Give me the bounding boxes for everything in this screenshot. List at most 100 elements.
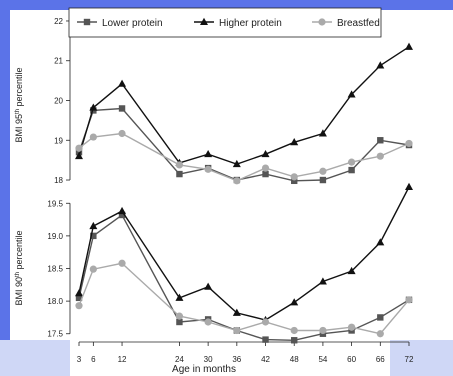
data-point-higher-protein <box>347 266 356 275</box>
data-point-breastfed <box>89 133 97 141</box>
data-point-higher-protein <box>89 103 98 111</box>
x-axis-label: Age in months <box>172 364 236 375</box>
data-point-higher-protein <box>75 289 83 297</box>
y-tick-label: 20 <box>54 97 63 106</box>
y-tick-label: 19.0 <box>47 232 63 241</box>
data-point-breastfed <box>118 129 126 138</box>
series-line-higher-protein <box>78 186 410 321</box>
bg-label-strip <box>70 340 390 376</box>
data-point-higher-protein <box>118 206 127 215</box>
data-point-higher-protein <box>232 159 241 168</box>
chart-legend: Lower protein Higher protein Breastfed <box>68 7 382 38</box>
data-point-lower-protein <box>348 166 355 174</box>
y-tick-label: 22 <box>54 17 63 26</box>
legend-marker-higher-protein <box>200 17 208 25</box>
data-point-higher-protein <box>376 61 385 69</box>
data-point-higher-protein <box>318 129 327 137</box>
x-tick-label: 60 <box>347 355 356 364</box>
data-point-breastfed <box>89 265 97 273</box>
y-tick-label: 19.5 <box>47 199 63 208</box>
data-point-breastfed <box>405 139 413 148</box>
y-tick-label: 18 <box>54 176 63 185</box>
series-line-breastfed <box>78 262 410 335</box>
x-tick-label: 24 <box>175 355 184 364</box>
data-point-breastfed <box>376 152 384 160</box>
chart-bottom-panel: 17.5 18.0 18.5 19.0 19.5 BMI 90th percentile 3… <box>14 182 414 364</box>
data-point-lower-protein <box>262 336 269 343</box>
data-point-lower-protein <box>291 177 298 185</box>
data-point-breastfed <box>233 177 241 185</box>
data-point-lower-protein <box>291 337 298 344</box>
data-point-higher-protein <box>232 308 241 316</box>
chart-top-panel: 18 19 20 21 22 BMI 95th percentile <box>14 17 413 185</box>
legend-label-higher-protein: Higher protein <box>219 18 282 29</box>
data-point-higher-protein <box>347 90 356 98</box>
data-point-breastfed <box>290 173 298 181</box>
data-point-higher-protein <box>376 238 385 246</box>
x-tick-label: 6 <box>91 355 96 364</box>
x-tick-label: 30 <box>204 355 213 364</box>
data-point-lower-protein <box>176 170 183 178</box>
data-point-lower-protein <box>319 176 327 184</box>
data-point-lower-protein <box>118 211 126 219</box>
data-point-higher-protein <box>89 221 98 230</box>
data-point-lower-protein <box>377 137 384 144</box>
series-line-lower-protein <box>78 107 410 182</box>
series-line-breastfed <box>78 132 410 182</box>
x-tick-label: 48 <box>290 355 299 364</box>
data-point-breastfed <box>175 312 184 320</box>
data-point-breastfed <box>118 259 126 267</box>
data-point-breastfed <box>348 323 356 331</box>
legend-label-lower-protein: Lower protein <box>102 18 163 29</box>
data-point-higher-protein <box>290 298 299 306</box>
x-tick-label: 66 <box>376 355 385 364</box>
data-point-lower-protein <box>176 318 183 326</box>
data-point-breastfed <box>75 302 83 310</box>
data-point-breastfed <box>233 326 241 335</box>
data-point-higher-protein <box>405 182 413 190</box>
data-point-lower-protein <box>118 105 126 112</box>
y-tick-label: 18.0 <box>47 297 63 306</box>
data-point-higher-protein <box>204 282 213 290</box>
data-point-higher-protein <box>318 277 327 285</box>
data-point-breastfed <box>405 296 413 304</box>
data-point-higher-protein <box>204 149 213 158</box>
data-point-breastfed <box>290 326 298 335</box>
data-point-breastfed <box>319 167 327 175</box>
data-point-breastfed <box>348 158 356 166</box>
legend-marker-breastfed <box>318 18 326 26</box>
data-point-breastfed <box>175 161 184 169</box>
data-point-breastfed <box>204 165 212 173</box>
data-point-higher-protein <box>290 138 299 146</box>
data-point-higher-protein <box>75 151 83 160</box>
series-line-lower-protein <box>78 213 410 342</box>
data-point-breastfed <box>319 326 327 335</box>
x-tick-label: 36 <box>232 355 241 364</box>
data-point-breastfed <box>261 164 270 172</box>
data-point-breastfed <box>204 318 212 326</box>
x-tick-label: 42 <box>261 355 270 364</box>
data-point-lower-protein <box>90 232 97 240</box>
data-point-higher-protein <box>118 79 127 87</box>
series-line-higher-protein <box>78 46 410 165</box>
y-tick-label: 19 <box>54 136 63 145</box>
x-tick-label: 54 <box>318 355 327 364</box>
x-tick-label: 12 <box>118 355 127 364</box>
y-axis-label: BMI 90th percentile <box>14 230 24 305</box>
data-point-higher-protein <box>261 149 270 158</box>
y-axis-label: BMI 95th percentile <box>14 67 24 142</box>
bg-left-stripe <box>0 10 10 376</box>
data-point-breastfed <box>376 330 384 338</box>
x-tick-label: 72 <box>405 355 414 364</box>
y-tick-label: 21 <box>54 57 63 66</box>
bg-panel <box>10 10 447 340</box>
data-point-lower-protein <box>377 314 384 321</box>
y-tick-label: 17.5 <box>47 330 63 339</box>
data-point-lower-protein <box>262 170 269 178</box>
data-point-breastfed <box>261 318 270 326</box>
bg-accent-band <box>0 0 453 10</box>
x-tick-label: 3 <box>77 355 82 364</box>
data-point-higher-protein <box>175 293 184 301</box>
